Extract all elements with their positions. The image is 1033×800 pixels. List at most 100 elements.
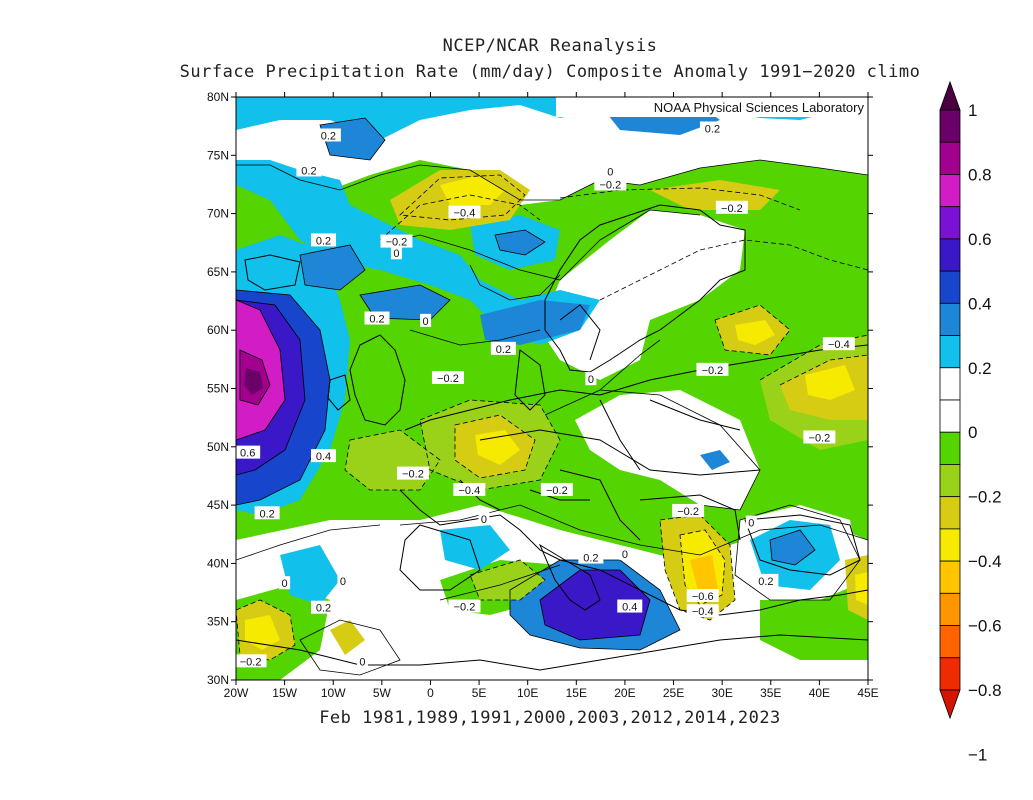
lon-tick-label: 10W bbox=[321, 686, 346, 700]
dry-cell-russia-west-core bbox=[735, 320, 775, 345]
lat-tick-label: 35N bbox=[207, 615, 229, 629]
colorbar-swatch bbox=[939, 238, 961, 272]
lon-tick-label: 45E bbox=[857, 686, 878, 700]
contour-label: 0.2 bbox=[496, 344, 511, 356]
contour-label: 0.2 bbox=[705, 123, 720, 135]
contour-label: −0.2 bbox=[437, 373, 459, 385]
lon-tick-label: 25E bbox=[663, 686, 684, 700]
wet-band-north-atlantic bbox=[236, 97, 868, 345]
colorbar-swatch bbox=[939, 141, 961, 175]
lat-tick-label: 45N bbox=[207, 498, 229, 512]
colorbar-swatch bbox=[939, 335, 961, 369]
dry-cell-morocco-core bbox=[245, 615, 280, 650]
lon-tick-label: 0 bbox=[427, 686, 434, 700]
neutral-region-scandinavia bbox=[540, 210, 745, 380]
contour-label-box bbox=[619, 547, 631, 561]
contour-label-box bbox=[617, 599, 643, 613]
lat-tick-label: 30N bbox=[207, 673, 229, 687]
lon-tick-label: 20W bbox=[224, 686, 249, 700]
contour-label-box bbox=[254, 506, 280, 520]
wet-region-faroes bbox=[360, 285, 450, 320]
contour-label: 0.2 bbox=[316, 603, 331, 615]
lon-tick-label: 15W bbox=[272, 686, 297, 700]
contour-label: −0.2 bbox=[599, 179, 621, 191]
contour-label: −0.4 bbox=[692, 606, 714, 618]
contour-label: −0.2 bbox=[546, 485, 568, 497]
contour-label-box bbox=[686, 589, 719, 603]
contour-label-box bbox=[448, 205, 481, 219]
dry-cell-levant-core bbox=[855, 572, 868, 605]
x-axis-label: Feb 1981,1989,1991,2000,2003,2012,2014,2… bbox=[319, 708, 781, 728]
contour-label: −0.2 bbox=[702, 365, 724, 377]
lat-tick-label: 80N bbox=[207, 90, 229, 104]
colorbar-swatch bbox=[939, 302, 961, 336]
lat-tick-label: 50N bbox=[207, 440, 229, 454]
positive-contour-lines bbox=[236, 117, 816, 651]
colorbar-swatch bbox=[939, 109, 961, 143]
contour-label: 0 bbox=[423, 316, 429, 328]
colorbar-swatch bbox=[939, 174, 961, 208]
colorbar-swatch bbox=[939, 528, 961, 562]
contour-label: −0.2 bbox=[402, 469, 424, 481]
wet-core-black-sea bbox=[770, 530, 815, 565]
dry-cell-russia-south-core bbox=[805, 365, 855, 400]
credit-text: NOAA Physical Sciences Laboratory bbox=[654, 100, 865, 115]
contour-label: 0 bbox=[359, 656, 365, 668]
colorbar-swatch bbox=[939, 592, 961, 626]
contour-label: −0.2 bbox=[454, 602, 476, 614]
contour-label-box bbox=[315, 128, 341, 142]
contour-label-box bbox=[753, 573, 779, 587]
lat-tick-label: 75N bbox=[207, 148, 229, 162]
contour-label-box bbox=[356, 654, 368, 668]
contour-label: 0.2 bbox=[321, 130, 336, 142]
colorbar-label: −0.6 bbox=[968, 617, 1002, 636]
contour-label: −0.2 bbox=[386, 237, 408, 249]
lat-tick-label: 65N bbox=[207, 265, 229, 279]
contour-label-box bbox=[453, 482, 486, 496]
colorbar-swatch bbox=[939, 560, 961, 594]
contour-label-box bbox=[822, 337, 855, 351]
contour-label-box bbox=[236, 654, 267, 668]
lat-tick-label: 70N bbox=[207, 207, 229, 221]
wet-region-atlantic-morocco bbox=[280, 545, 340, 605]
contour-label-box bbox=[448, 599, 481, 613]
colorbar-label: −0.2 bbox=[968, 488, 1002, 507]
contour-label-box bbox=[236, 445, 261, 459]
contour-label-box bbox=[803, 430, 836, 444]
wet-region-denmark-strait bbox=[300, 245, 365, 290]
lat-tick-label: 55N bbox=[207, 382, 229, 396]
contour-label: 0 bbox=[748, 518, 754, 530]
contour-label-box bbox=[478, 512, 490, 526]
colorbar-swatch bbox=[939, 657, 961, 691]
colorbar-swatch bbox=[939, 431, 961, 465]
colorbar-top-arrow bbox=[939, 80, 961, 111]
lon-tick-label: 15E bbox=[566, 686, 587, 700]
contour-label-box bbox=[672, 503, 705, 517]
chart-title: NCEP/NCAR Reanalysis bbox=[442, 36, 658, 56]
lon-tick-label: 5E bbox=[472, 686, 487, 700]
contour-label-box bbox=[578, 550, 604, 564]
colorbar-swatch bbox=[939, 464, 961, 498]
contour-label-box bbox=[396, 466, 429, 480]
contour-label-box bbox=[390, 246, 402, 260]
dry-cell-alboran bbox=[330, 620, 365, 655]
contour-label: 0 bbox=[588, 374, 594, 386]
contour-label: 0 bbox=[282, 578, 288, 590]
contour-label-box bbox=[364, 311, 390, 325]
colorbar: 1 0.8 0.6 0.4 0.2 0 −0.2 −0.4 −0.6 −0.8 −1 bbox=[939, 80, 1002, 764]
contour-label: −0.6 bbox=[692, 591, 714, 603]
latitude-axis: 80N 75N 70N 65N 60N 55N 50N 45N 40N 35N 30N bbox=[207, 90, 873, 687]
contour-label-box bbox=[279, 576, 291, 590]
contour-label: 0.2 bbox=[758, 576, 773, 588]
colorbar-swatch bbox=[939, 206, 961, 240]
contour-label: −0.2 bbox=[809, 432, 831, 444]
contour-label: −0.4 bbox=[458, 485, 480, 497]
contour-label: 0.4 bbox=[316, 451, 331, 463]
contour-label: 0.2 bbox=[259, 508, 274, 520]
colorbar-label: 1 bbox=[968, 101, 977, 120]
contour-label: −0.4 bbox=[454, 207, 476, 219]
contour-label-box bbox=[696, 362, 729, 376]
contour-label-box bbox=[585, 372, 597, 386]
contour-label-box bbox=[715, 200, 748, 214]
